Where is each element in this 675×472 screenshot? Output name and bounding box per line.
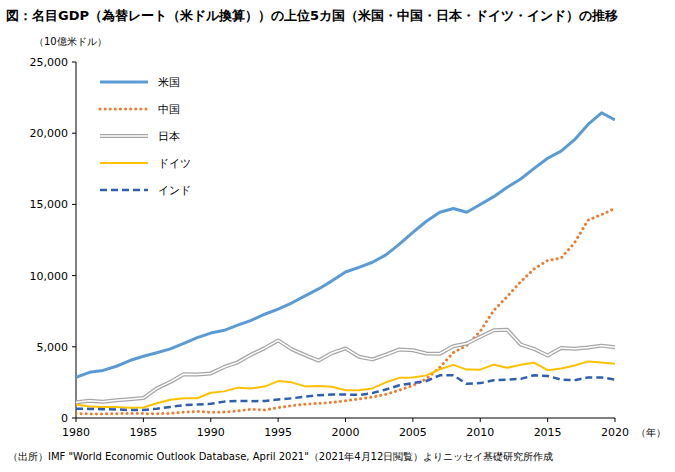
legend-swatch	[100, 162, 148, 164]
plot-area	[76, 113, 615, 414]
y-tick	[72, 62, 76, 63]
legend-swatch-inner	[100, 135, 148, 137]
y-tick-label: 0	[61, 412, 68, 425]
x-tick-label: 1990	[197, 426, 225, 439]
x-tick	[480, 418, 481, 422]
legend-swatch	[100, 134, 148, 138]
legend-label: 日本	[158, 130, 180, 143]
y-tick-label: 25,000	[30, 56, 69, 69]
x-tick-label: 1995	[264, 426, 292, 439]
legend-label: 中国	[158, 103, 180, 116]
x-tick	[76, 418, 77, 422]
x-label: （年）	[636, 427, 666, 438]
series-line	[76, 361, 615, 407]
y-label: （10億米ドル）	[34, 36, 107, 47]
x-tick	[547, 418, 548, 422]
y-tick-label: 5,000	[37, 341, 69, 354]
legend-swatch	[100, 81, 148, 84]
legend-label: インド	[158, 184, 191, 197]
x-tick	[278, 418, 279, 422]
legend-label: 米国	[158, 76, 180, 89]
source: （出所）IMF "World Economic Outlook Database…	[8, 451, 553, 462]
x-tick	[412, 418, 413, 422]
y-axis	[76, 62, 77, 418]
x-tick-label: 2020	[601, 426, 629, 439]
y-tick-label: 10,000	[30, 270, 69, 283]
title: 図：名目GDP（為替レート（米ドル換算））の上位5カ国（米国・中国・日本・ドイツ…	[6, 8, 618, 23]
legend-label: ドイツ	[158, 157, 191, 170]
y-tick	[72, 418, 76, 419]
x-tick-label: 2010	[466, 426, 494, 439]
x-tick-label: 2000	[332, 426, 360, 439]
x-tick-label: 1980	[62, 426, 90, 439]
x-tick-label: 2005	[399, 426, 427, 439]
series-line	[76, 375, 615, 410]
chart: 図：名目GDP（為替レート（米ドル換算））の上位5カ国（米国・中国・日本・ドイツ…	[0, 0, 675, 472]
legend-swatch	[100, 108, 148, 111]
y-tick-label: 15,000	[30, 198, 69, 211]
x-tick	[615, 418, 616, 422]
y-tick	[72, 346, 76, 347]
series-line	[76, 113, 615, 378]
y-tick-label: 20,000	[30, 127, 69, 140]
y-tick	[72, 204, 76, 205]
legend-swatch	[100, 189, 148, 192]
y-tick	[72, 133, 76, 134]
y-tick	[72, 275, 76, 276]
series-line	[76, 330, 615, 403]
x-tick	[143, 418, 144, 422]
x-tick-label: 1985	[129, 426, 157, 439]
x-tick	[210, 418, 211, 422]
series-line	[76, 208, 615, 414]
x-tick-label: 2015	[534, 426, 562, 439]
series-line-inner	[76, 330, 615, 403]
x-tick	[345, 418, 346, 422]
